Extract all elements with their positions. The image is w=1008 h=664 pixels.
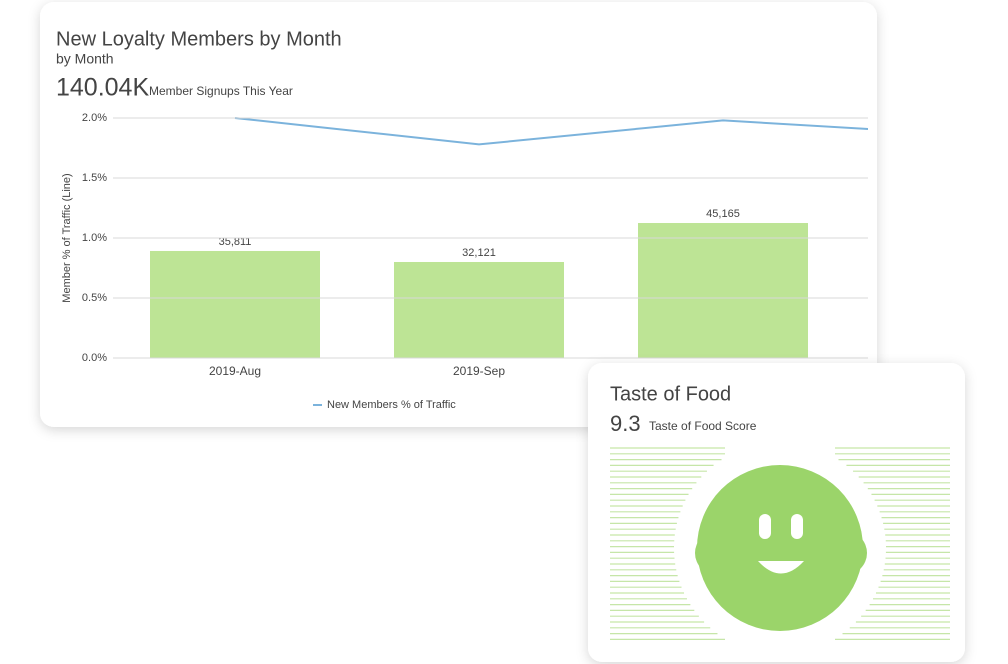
bar xyxy=(150,250,320,358)
smiley xyxy=(610,447,950,641)
y-tick-label: 0.5% xyxy=(82,292,107,304)
face-head xyxy=(697,465,863,631)
legend-label: New Members % of Traffic xyxy=(327,399,456,411)
line xyxy=(234,117,868,146)
plot: 35,811 32,121 45,165 xyxy=(150,117,868,358)
axes: 0.0% 0.5% 1.0% 1.5% 2.0% 2019-Aug 2019-Sep New … xyxy=(82,112,868,411)
kpi-title: Taste of Food xyxy=(610,383,731,405)
bar xyxy=(638,223,808,358)
y-tick-label: 2.0% xyxy=(82,112,107,124)
y-tick-label: 1.5% xyxy=(82,172,107,184)
face-mouth xyxy=(758,561,804,574)
face-eye xyxy=(791,514,803,539)
chart-title: New Loyalty Members by Month xyxy=(56,28,342,50)
chart-subtitle: by Month xyxy=(56,51,114,67)
kpi-score-label: Taste of Food Score xyxy=(649,419,757,433)
bar xyxy=(394,261,564,358)
kpi-label: Member Signups This Year xyxy=(149,84,293,98)
kpi-score: 9.3 xyxy=(610,411,641,436)
y-axis-label: Member % of Traffic (Line) xyxy=(61,173,73,302)
data-label: 32,121 xyxy=(462,247,496,259)
data-label: 35,811 xyxy=(219,236,252,248)
y-tick-label: 1.0% xyxy=(82,232,107,244)
y-tick-label: 0.0% xyxy=(82,352,107,364)
x-tick-label: 2019-Sep xyxy=(453,364,505,378)
kpi-value: 140.04K xyxy=(56,74,149,102)
x-tick-label: 2019-Aug xyxy=(209,364,261,378)
data-label: 45,165 xyxy=(706,208,740,220)
face-eye xyxy=(759,514,771,539)
